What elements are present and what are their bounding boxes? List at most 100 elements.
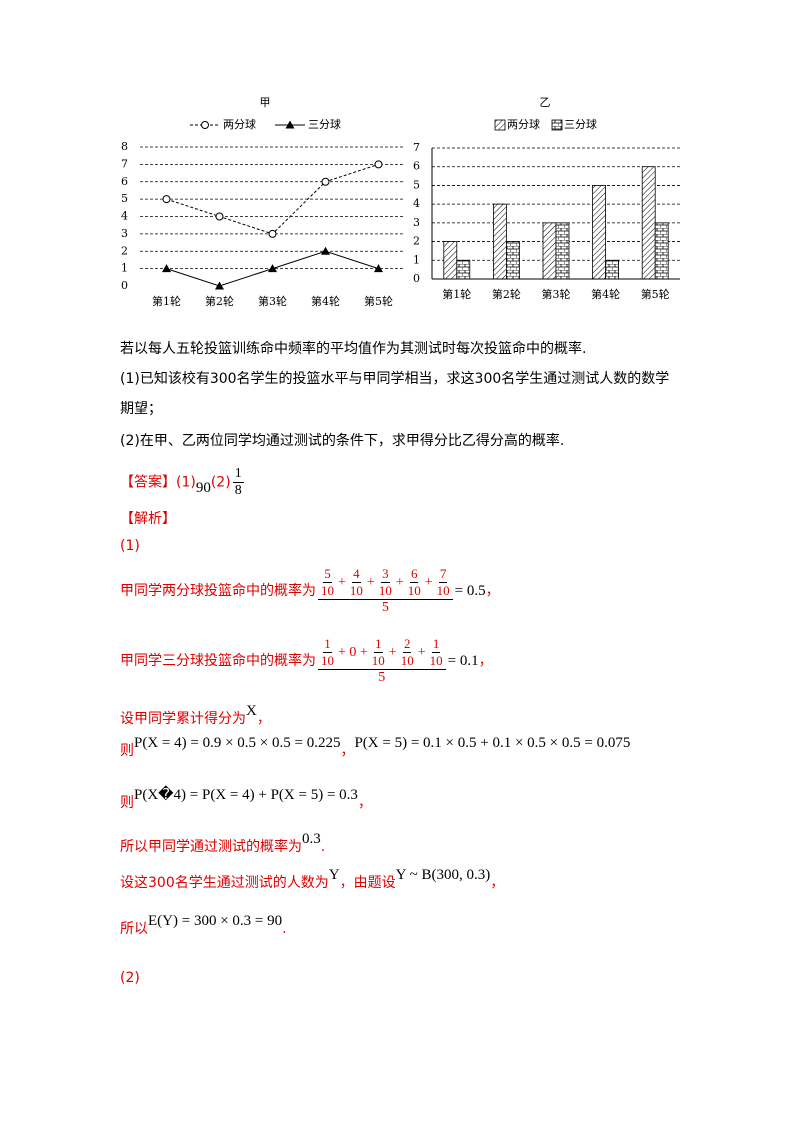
small-fraction: 7 10	[437, 566, 450, 599]
line-marker	[162, 264, 171, 273]
answer-part: (1)	[176, 474, 196, 491]
bar	[505, 241, 520, 280]
line-marker	[268, 264, 277, 273]
fraction-numerator: 1	[374, 636, 383, 653]
small-fraction: 6 10	[408, 566, 421, 599]
fraction-numerator: 2	[402, 636, 412, 653]
text: ，由题设	[339, 875, 396, 891]
legend-label: 三分球	[564, 117, 597, 131]
text-line: 则P(X = 4) = 0.9 × 0.5 × 0.5 = 0.225，P(X …	[120, 735, 630, 760]
y-tick-label: 5	[121, 192, 128, 205]
fraction-denominator: 10	[349, 583, 363, 598]
answer: 【答案】(1)90(2) 1 8	[120, 466, 246, 499]
line-marker	[374, 264, 383, 273]
fraction-numerator: 3	[381, 566, 390, 583]
bar	[492, 203, 507, 280]
fraction-numerator: 7	[438, 566, 448, 583]
y-tick-label: 2	[121, 244, 128, 257]
math: P(X�4) = P(X = 4) + P(X = 5) = 0.3	[134, 787, 358, 803]
fraction-numerator: 1 10 + 0 +1 10 +2 10 +1 10	[318, 636, 446, 670]
text-line: 设甲同学累计得分为X，	[120, 703, 271, 728]
x-tick-label: 第5轮	[364, 294, 393, 308]
answer-part: (2)	[210, 474, 231, 491]
text: 设这300名学生通过测试的人数为	[120, 875, 329, 891]
y-tick-label: 4	[413, 197, 420, 210]
legend-label: 三分球	[308, 117, 341, 131]
legend-marker	[285, 120, 295, 129]
math: P(X = 5) = 0.1 × 0.5 + 0.1 × 0.5 × 0.5 =…	[354, 735, 631, 751]
line-marker	[321, 246, 330, 255]
operator: + 0 +	[338, 644, 368, 660]
y-tick-label: 3	[413, 216, 420, 229]
operator: +	[388, 644, 397, 660]
x-tick-label: 第2轮	[205, 294, 234, 308]
x-tick-label: 第4轮	[591, 287, 620, 301]
analysis-part: (2)	[120, 970, 140, 986]
y-tick-label: 4	[121, 210, 128, 223]
bar	[542, 222, 557, 280]
chart-title: 甲	[260, 96, 271, 109]
big-fraction: 5 10 +4 10 +3 10 +6 10 +7 10 5	[318, 566, 453, 616]
y-tick-label: 6	[121, 175, 128, 188]
y-tick-label: 8	[121, 140, 128, 153]
x-tick-label: 第1轮	[152, 294, 181, 308]
text: .	[282, 921, 287, 937]
fraction-denominator: 5	[378, 670, 386, 685]
bar	[641, 166, 656, 280]
small-fraction: 2 10	[401, 636, 414, 669]
x-tick-label: 第1轮	[442, 287, 471, 301]
y-tick-label: 0	[413, 272, 420, 285]
math: E(Y) = 300 × 0.3 = 90	[148, 913, 283, 929]
big-fraction: 1 10 + 0 +1 10 +2 10 +1 10 5	[318, 636, 446, 686]
legend-label: 两分球	[223, 117, 256, 131]
legend-swatch	[551, 119, 563, 131]
legend-label: 两分球	[507, 117, 540, 131]
y-tick-label: 7	[413, 141, 420, 154]
x-tick-label: 第3轮	[258, 294, 287, 308]
x-tick-label: 第2轮	[492, 287, 521, 301]
answer-num: 1	[232, 466, 244, 483]
fraction-denominator: 10	[436, 583, 450, 598]
punctuation: ，	[478, 653, 493, 669]
math: 0.3	[302, 831, 321, 847]
line-marker	[268, 229, 277, 238]
operator: +	[395, 574, 404, 590]
line-marker	[215, 212, 224, 221]
operator: +	[424, 574, 433, 590]
chart-title: 乙	[540, 96, 551, 109]
line-marker	[321, 177, 330, 186]
text: 则	[120, 795, 134, 811]
text: ，	[340, 743, 355, 759]
x-tick-label: 第4轮	[311, 294, 340, 308]
y-tick-label: 7	[121, 157, 128, 170]
fraction-numerator: 5 10 +4 10 +3 10 +6 10 +7 10	[318, 566, 453, 600]
operator: +	[417, 644, 426, 660]
math: Y	[328, 867, 340, 883]
text: ，	[490, 875, 505, 891]
y-tick-label: 1	[413, 253, 420, 266]
answer-label: 【答案】	[120, 474, 176, 491]
fraction-denominator: 10	[321, 653, 334, 668]
x-tick-label: 第5轮	[641, 287, 670, 301]
bar	[592, 185, 606, 280]
bar	[443, 241, 458, 280]
fraction-denominator: 10	[429, 653, 443, 668]
fraction-numerator: 1	[323, 636, 332, 653]
small-fraction: 1 10	[430, 636, 443, 669]
legend-marker	[201, 121, 209, 129]
fraction-numerator: 6	[409, 566, 419, 583]
text-line: 所以甲同学通过测试的概率为0.3.	[120, 831, 325, 856]
fraction-denominator: 10	[400, 653, 414, 668]
question-text: (2)在甲、乙两位同学均通过测试的条件下，求甲得分比乙得分高的概率.	[120, 433, 565, 449]
math: X	[246, 703, 257, 719]
line-marker	[215, 281, 224, 290]
text: 设甲同学累计得分为	[120, 711, 246, 727]
fraction-denominator: 10	[321, 583, 334, 598]
formula-text: 甲同学三分球投篮命中的概率为	[120, 653, 316, 669]
operator: +	[366, 574, 375, 590]
question-text: (1)已知该校有300名学生的投篮水平与甲同学相当，求这300名学生通过测试人数…	[120, 371, 670, 417]
x-tick-label: 第3轮	[542, 287, 571, 301]
small-fraction: 1 10	[321, 636, 334, 669]
analysis-part: (1)	[120, 538, 140, 554]
